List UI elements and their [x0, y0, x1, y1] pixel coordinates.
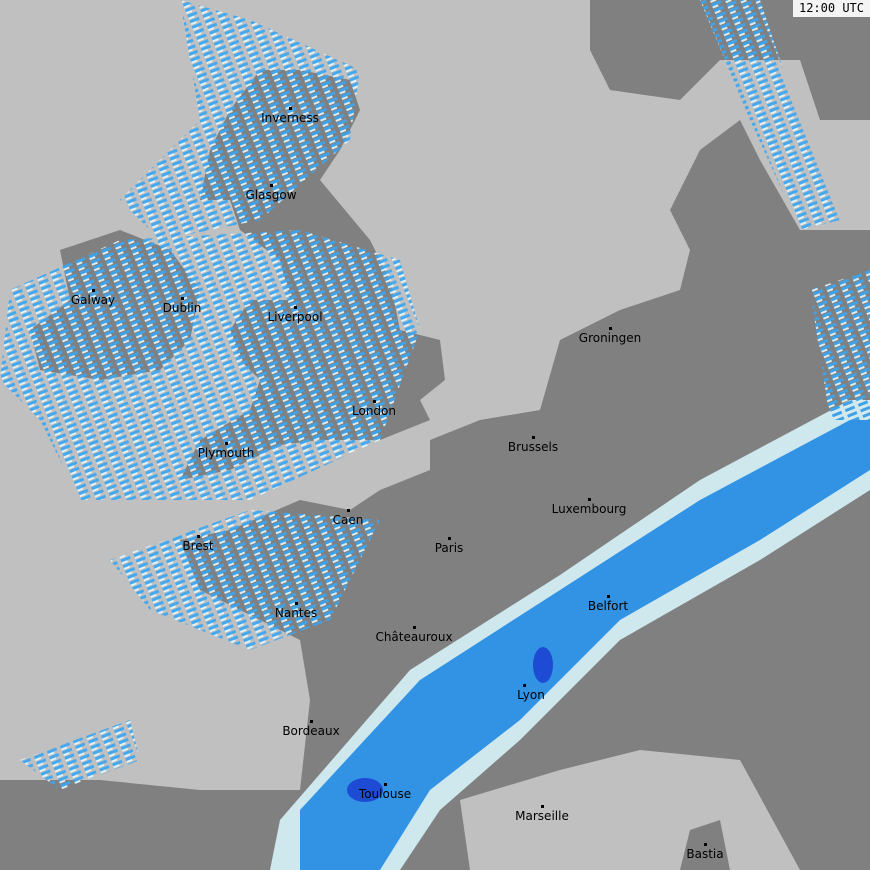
city-dot [607, 595, 610, 598]
city-dot [704, 843, 707, 846]
city-label-bordeaux: Bordeaux [282, 724, 340, 738]
city-label-london: London [352, 404, 396, 418]
city-label-brussels: Brussels [507, 440, 559, 454]
city-dot [289, 107, 292, 110]
city-label-belfort: Belfort [587, 599, 629, 613]
city-dot [310, 720, 313, 723]
city-label-luxembourg: Luxembourg [551, 502, 627, 516]
city-label-bastia: Bastia [686, 847, 724, 861]
city-label-paris: Paris [434, 541, 464, 555]
city-label-groningen: Groningen [578, 331, 642, 345]
precip-intense-lyon [533, 647, 553, 683]
city-dot [294, 306, 297, 309]
city-label-galway: Galway [70, 293, 116, 307]
city-dot [295, 602, 298, 605]
precip-scotland [120, 0, 360, 240]
continent [0, 120, 870, 870]
city-label-marseille: Marseille [515, 809, 569, 823]
precip-biscay [20, 720, 140, 790]
city-dot [523, 684, 526, 687]
city-label-caen: Caen [332, 513, 364, 527]
city-dot [181, 297, 184, 300]
city-dot [197, 535, 200, 538]
city-label-liverpool: Liverpool [267, 310, 323, 324]
city-label-glasgow: Glasgow [245, 188, 297, 202]
precip-intense-toulouse [347, 778, 383, 802]
city-dot [225, 442, 228, 445]
city-dot [413, 626, 416, 629]
city-dot [347, 509, 350, 512]
city-dot [532, 436, 535, 439]
city-label-toulouse: Toulouse [358, 787, 412, 801]
city-dot [541, 805, 544, 808]
city-dot [92, 289, 95, 292]
precip-norway [700, 0, 840, 230]
city-dot [384, 783, 387, 786]
city-dot [448, 537, 451, 540]
city-dot [270, 184, 273, 187]
city-label-dublin: Dublin [162, 301, 202, 315]
city-label-brest: Brest [182, 539, 214, 553]
city-label-lyon: Lyon [517, 688, 545, 702]
timestamp-label: 12:00 UTC [792, 0, 870, 17]
city-label-inverness: Inverness [261, 111, 319, 125]
precip-brittany [110, 510, 380, 650]
city-label-chateauroux: Châteauroux [375, 630, 453, 644]
city-label-plymouth: Plymouth [197, 446, 255, 460]
precip-band [300, 420, 870, 870]
city-label-nantes: Nantes [274, 606, 318, 620]
city-dot [588, 498, 591, 501]
city-dot [373, 400, 376, 403]
precip-ireland-wales [0, 230, 420, 500]
city-dot [609, 327, 612, 330]
precip-east [810, 270, 870, 420]
